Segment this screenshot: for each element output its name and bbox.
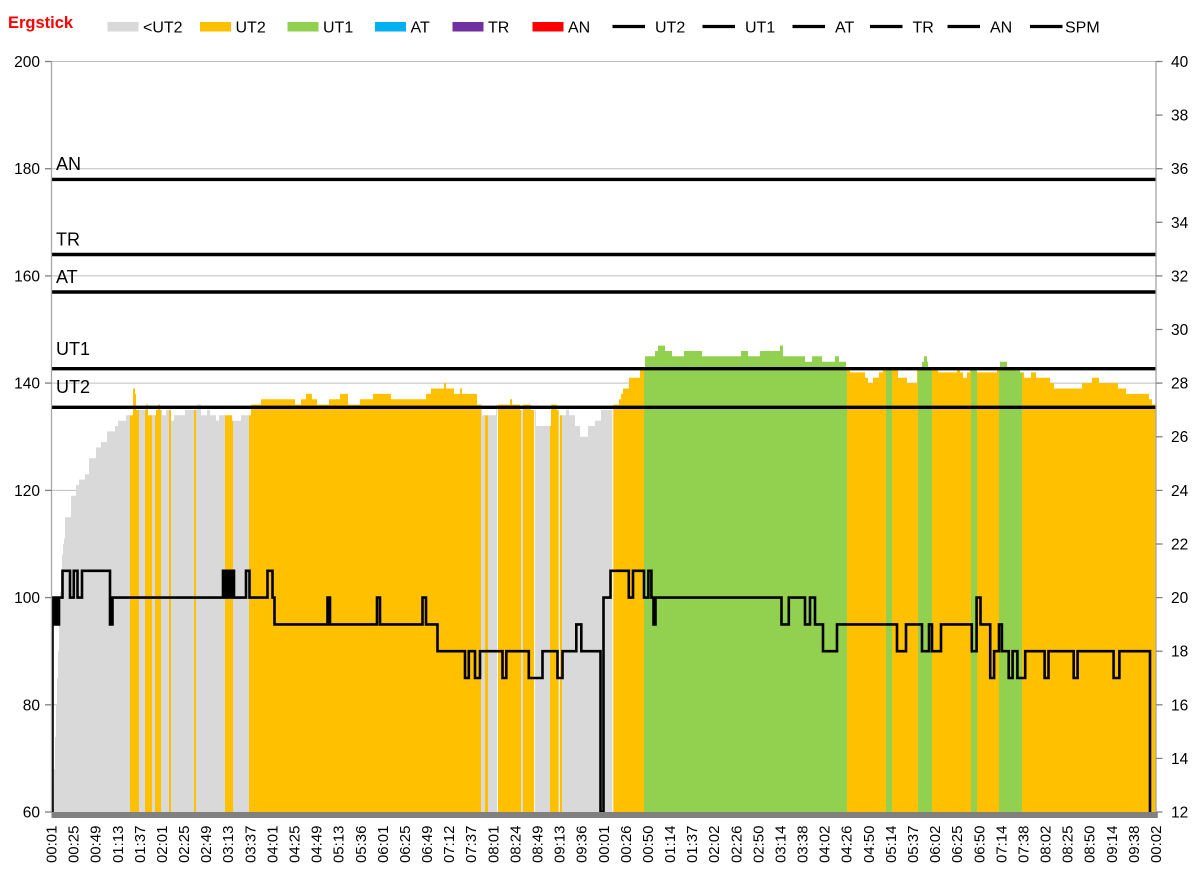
svg-text:20: 20 bbox=[1171, 590, 1189, 607]
svg-text:UT1: UT1 bbox=[323, 20, 353, 37]
svg-text:06:25: 06:25 bbox=[949, 826, 966, 864]
svg-text:04:26: 04:26 bbox=[839, 826, 856, 864]
svg-text:60: 60 bbox=[23, 805, 41, 822]
svg-text:08:49: 08:49 bbox=[530, 826, 547, 864]
svg-text:18: 18 bbox=[1171, 644, 1188, 661]
svg-text:09:13: 09:13 bbox=[552, 826, 569, 864]
svg-text:16: 16 bbox=[1171, 697, 1188, 714]
svg-text:<UT2: <UT2 bbox=[143, 20, 183, 37]
svg-text:09:14: 09:14 bbox=[1104, 826, 1121, 864]
svg-text:08:50: 08:50 bbox=[1082, 826, 1099, 864]
svg-text:01:37: 01:37 bbox=[684, 826, 701, 864]
svg-text:TR: TR bbox=[913, 20, 934, 37]
svg-text:08:01: 08:01 bbox=[485, 826, 502, 864]
svg-text:180: 180 bbox=[14, 161, 40, 178]
svg-text:08:24: 08:24 bbox=[507, 826, 524, 864]
svg-text:36: 36 bbox=[1171, 161, 1188, 178]
svg-text:24: 24 bbox=[1171, 483, 1189, 500]
svg-text:SPM: SPM bbox=[1065, 20, 1100, 37]
svg-text:06:02: 06:02 bbox=[927, 826, 944, 864]
svg-text:160: 160 bbox=[14, 268, 40, 285]
svg-text:05:37: 05:37 bbox=[905, 826, 922, 864]
svg-text:AT: AT bbox=[835, 20, 854, 37]
svg-text:06:49: 06:49 bbox=[419, 826, 436, 864]
svg-text:05:14: 05:14 bbox=[883, 826, 900, 864]
svg-text:01:14: 01:14 bbox=[662, 826, 679, 864]
svg-text:200: 200 bbox=[14, 54, 40, 71]
svg-text:03:37: 03:37 bbox=[242, 826, 259, 864]
svg-text:00:01: 00:01 bbox=[596, 826, 613, 864]
svg-text:07:12: 07:12 bbox=[441, 826, 458, 864]
svg-text:AN: AN bbox=[568, 20, 590, 37]
svg-text:03:14: 03:14 bbox=[773, 826, 790, 864]
svg-text:04:01: 04:01 bbox=[264, 826, 281, 864]
svg-text:00:25: 00:25 bbox=[66, 826, 83, 864]
svg-text:TR: TR bbox=[56, 230, 80, 250]
svg-text:80: 80 bbox=[23, 697, 41, 714]
svg-text:03:38: 03:38 bbox=[795, 826, 812, 864]
svg-text:12: 12 bbox=[1171, 805, 1188, 822]
svg-text:28: 28 bbox=[1171, 376, 1188, 393]
svg-text:34: 34 bbox=[1171, 215, 1189, 232]
svg-text:14: 14 bbox=[1171, 751, 1189, 768]
svg-text:AN: AN bbox=[56, 154, 81, 174]
svg-text:04:50: 04:50 bbox=[861, 826, 878, 864]
svg-text:07:38: 07:38 bbox=[1016, 826, 1033, 864]
svg-text:40: 40 bbox=[1171, 54, 1189, 71]
svg-text:UT2: UT2 bbox=[655, 20, 685, 37]
svg-text:UT2: UT2 bbox=[56, 377, 90, 397]
svg-text:120: 120 bbox=[14, 483, 40, 500]
svg-text:08:02: 08:02 bbox=[1038, 826, 1055, 864]
svg-text:00:49: 00:49 bbox=[88, 826, 105, 864]
svg-text:02:26: 02:26 bbox=[728, 826, 745, 864]
svg-text:02:49: 02:49 bbox=[198, 826, 215, 864]
svg-text:100: 100 bbox=[14, 590, 40, 607]
svg-text:02:25: 02:25 bbox=[176, 826, 193, 864]
svg-text:Ergstick: Ergstick bbox=[8, 14, 74, 32]
svg-text:06:01: 06:01 bbox=[375, 826, 392, 864]
svg-text:06:50: 06:50 bbox=[971, 826, 988, 864]
svg-text:04:49: 04:49 bbox=[309, 826, 326, 864]
svg-text:AT: AT bbox=[411, 20, 430, 37]
svg-text:UT2: UT2 bbox=[236, 20, 266, 37]
svg-text:04:02: 04:02 bbox=[817, 826, 834, 864]
svg-text:06:25: 06:25 bbox=[397, 826, 414, 864]
svg-text:00:26: 00:26 bbox=[618, 826, 635, 864]
svg-text:AT: AT bbox=[56, 267, 78, 287]
svg-text:09:36: 09:36 bbox=[574, 826, 591, 864]
svg-text:02:50: 02:50 bbox=[750, 826, 767, 864]
svg-text:02:02: 02:02 bbox=[706, 826, 723, 864]
svg-text:22: 22 bbox=[1171, 537, 1188, 554]
svg-text:UT1: UT1 bbox=[745, 20, 775, 37]
svg-text:08:25: 08:25 bbox=[1060, 826, 1077, 864]
svg-text:04:25: 04:25 bbox=[287, 826, 304, 864]
svg-text:01:37: 01:37 bbox=[132, 826, 149, 864]
svg-text:TR: TR bbox=[488, 20, 509, 37]
svg-text:00:02: 00:02 bbox=[1148, 826, 1165, 864]
svg-text:AN: AN bbox=[990, 20, 1012, 37]
svg-text:140: 140 bbox=[14, 376, 40, 393]
svg-text:07:14: 07:14 bbox=[993, 826, 1010, 864]
svg-text:26: 26 bbox=[1171, 429, 1188, 446]
svg-text:02:01: 02:01 bbox=[154, 826, 171, 864]
svg-text:30: 30 bbox=[1171, 322, 1189, 339]
svg-text:07:37: 07:37 bbox=[463, 826, 480, 864]
svg-text:03:13: 03:13 bbox=[220, 826, 237, 864]
svg-text:00:01: 00:01 bbox=[44, 826, 61, 864]
svg-text:09:38: 09:38 bbox=[1126, 826, 1143, 864]
svg-text:UT1: UT1 bbox=[56, 339, 90, 359]
svg-text:00:50: 00:50 bbox=[640, 826, 657, 864]
svg-text:05:36: 05:36 bbox=[353, 826, 370, 864]
svg-text:05:13: 05:13 bbox=[331, 826, 348, 864]
svg-text:01:13: 01:13 bbox=[110, 826, 127, 864]
svg-text:32: 32 bbox=[1171, 268, 1188, 285]
svg-text:38: 38 bbox=[1171, 108, 1188, 125]
